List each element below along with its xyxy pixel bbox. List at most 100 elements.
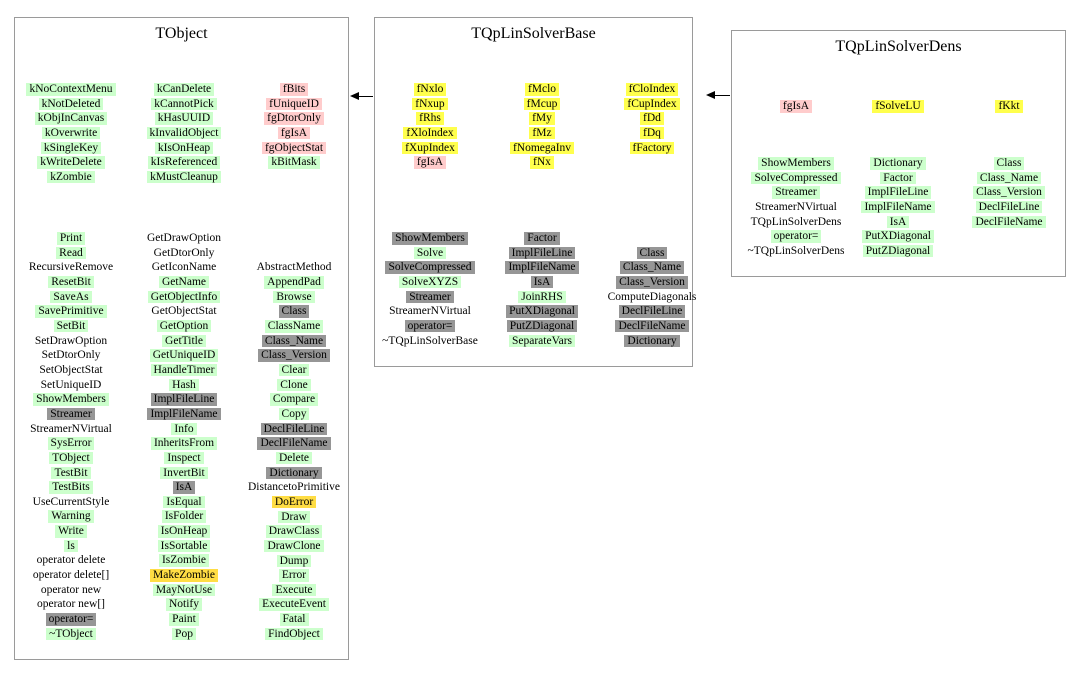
member-item[interactable]: TestBit xyxy=(51,466,91,479)
member-item[interactable]: GetName xyxy=(158,275,210,289)
member-item[interactable]: Dictionary xyxy=(266,466,322,480)
member-item[interactable]: Write xyxy=(55,525,87,538)
member-item[interactable]: DeclFileName xyxy=(972,215,1046,229)
member-item[interactable]: SetUniqueID xyxy=(40,378,102,391)
member-item[interactable]: GetOption xyxy=(156,319,212,333)
member-item[interactable]: UseCurrentStyle xyxy=(32,495,110,508)
member-item[interactable]: Class xyxy=(278,305,310,318)
member-item[interactable]: ClassName xyxy=(264,320,324,333)
member-item[interactable]: SetBit xyxy=(53,319,89,333)
member-item[interactable]: GetDrawOption xyxy=(146,232,222,244)
member-item[interactable]: InheritsFrom xyxy=(150,437,218,450)
member-item[interactable]: Factor xyxy=(880,171,916,185)
member-item[interactable]: ImplFileLine xyxy=(150,393,218,406)
member-item[interactable]: ComputeDiagonals xyxy=(607,290,697,303)
member-item[interactable]: DistancetoPrimitive xyxy=(248,481,340,494)
member-item[interactable]: PutXDiagonal xyxy=(506,305,578,318)
member-item[interactable]: kNotDeleted xyxy=(38,97,104,111)
member-item[interactable]: StreamerNVirtual xyxy=(755,200,837,213)
member-item[interactable]: PutXDiagonal xyxy=(862,230,934,243)
member-item[interactable]: Draw xyxy=(278,510,310,524)
member-item[interactable]: Factor xyxy=(524,232,560,245)
member-item[interactable]: TObject xyxy=(49,451,93,465)
member-item[interactable]: TQpLinSolverDens xyxy=(750,215,842,228)
member-item[interactable]: fNomegaInv xyxy=(509,141,575,155)
member-item[interactable]: GetUniqueID xyxy=(149,349,219,362)
member-item[interactable]: Class_Name xyxy=(976,171,1042,185)
member-item[interactable]: fFactory xyxy=(629,141,675,155)
member-item[interactable]: fMclo xyxy=(524,83,560,96)
member-item[interactable]: fXupIndex xyxy=(402,141,458,155)
member-item[interactable]: Copy xyxy=(278,407,310,421)
member-item[interactable]: IsEqual xyxy=(163,495,205,509)
member-item[interactable]: Execute xyxy=(272,583,316,597)
member-item[interactable]: fgIsA xyxy=(779,100,813,113)
member-item[interactable]: ~TQpLinSolverBase xyxy=(382,334,478,347)
member-item[interactable]: FindObject xyxy=(265,627,323,641)
member-item[interactable]: SolveCompressed xyxy=(751,171,841,185)
member-item[interactable]: JoinRHS xyxy=(518,290,566,304)
member-item[interactable]: IsA xyxy=(172,481,196,494)
member-item[interactable]: kObjInCanvas xyxy=(34,112,108,125)
member-item[interactable]: fRhs xyxy=(416,112,444,125)
member-item[interactable]: DrawClass xyxy=(265,525,323,538)
member-item[interactable]: Warning xyxy=(48,510,94,523)
member-item[interactable]: kSingleKey xyxy=(40,141,102,155)
member-item[interactable]: ExecuteEvent xyxy=(259,598,329,611)
member-item[interactable]: kZombie xyxy=(47,170,95,184)
member-item[interactable]: Streamer xyxy=(772,186,820,199)
member-item[interactable]: Paint xyxy=(169,613,199,626)
member-item[interactable]: SysError xyxy=(47,437,95,450)
member-item[interactable]: fNx xyxy=(530,156,554,169)
member-item[interactable]: fMz xyxy=(529,126,555,140)
member-item[interactable]: kBitMask xyxy=(268,156,320,169)
member-item[interactable]: DoError xyxy=(271,495,317,509)
member-item[interactable]: IsA xyxy=(530,275,554,289)
member-item[interactable]: InvertBit xyxy=(160,466,208,479)
member-item[interactable]: Class xyxy=(993,157,1025,170)
member-item[interactable]: fSolveLU xyxy=(872,100,924,113)
member-item[interactable]: IsSortable xyxy=(157,539,211,553)
member-item[interactable]: Class_Name xyxy=(261,334,327,348)
member-item[interactable]: operator new[] xyxy=(36,598,105,611)
member-item[interactable]: kIsOnHeap xyxy=(154,141,214,155)
member-item[interactable]: ImplFileLine xyxy=(864,186,932,199)
member-item[interactable]: fNxlo xyxy=(413,83,447,96)
member-item[interactable]: DeclFileName xyxy=(257,437,331,450)
member-item[interactable]: operator= xyxy=(404,319,456,333)
member-item[interactable]: IsFolder xyxy=(161,510,207,523)
member-item[interactable]: kMustCleanup xyxy=(147,170,221,184)
member-item[interactable]: fMy xyxy=(529,112,555,125)
member-item[interactable]: Browse xyxy=(273,290,315,304)
member-item[interactable]: ls xyxy=(64,539,78,553)
member-item[interactable]: Class xyxy=(636,246,668,260)
member-item[interactable]: ~TObject xyxy=(46,627,96,641)
member-item[interactable]: operator delete[] xyxy=(32,569,110,582)
member-item[interactable]: kHasUUID xyxy=(154,112,214,125)
member-item[interactable]: StreamerNVirtual xyxy=(389,305,471,318)
member-item[interactable]: GetObjectInfo xyxy=(147,290,221,304)
member-item[interactable]: Dump xyxy=(276,554,312,568)
member-item[interactable]: fNxup xyxy=(412,97,448,111)
member-item[interactable]: Streamer xyxy=(406,290,454,304)
member-item[interactable]: Pop xyxy=(172,627,196,641)
member-item[interactable]: fDd xyxy=(640,112,664,125)
member-item[interactable]: Solve xyxy=(413,246,447,260)
member-item[interactable]: DrawClone xyxy=(264,539,324,553)
member-item[interactable]: IsA xyxy=(886,215,910,229)
member-item[interactable]: Hash xyxy=(169,378,199,392)
member-item[interactable]: DeclFileName xyxy=(615,319,689,333)
member-item[interactable]: SetObjectStat xyxy=(39,363,103,376)
member-item[interactable]: Info xyxy=(171,422,197,436)
member-item[interactable]: kCanDelete xyxy=(153,83,215,96)
member-item[interactable]: GetIconName xyxy=(151,261,217,274)
member-item[interactable]: ImplFileName xyxy=(861,200,935,214)
member-item[interactable]: fMcup xyxy=(523,97,561,111)
member-item[interactable]: Print xyxy=(56,232,86,245)
member-item[interactable]: ShowMembers xyxy=(33,393,109,406)
member-item[interactable]: Class_Version xyxy=(258,349,330,362)
member-item[interactable]: MayNotUse xyxy=(152,583,216,597)
member-item[interactable]: MakeZombie xyxy=(150,569,218,582)
member-item[interactable]: ~TQpLinSolverDens xyxy=(747,244,845,257)
member-item[interactable]: Compare xyxy=(269,393,319,406)
